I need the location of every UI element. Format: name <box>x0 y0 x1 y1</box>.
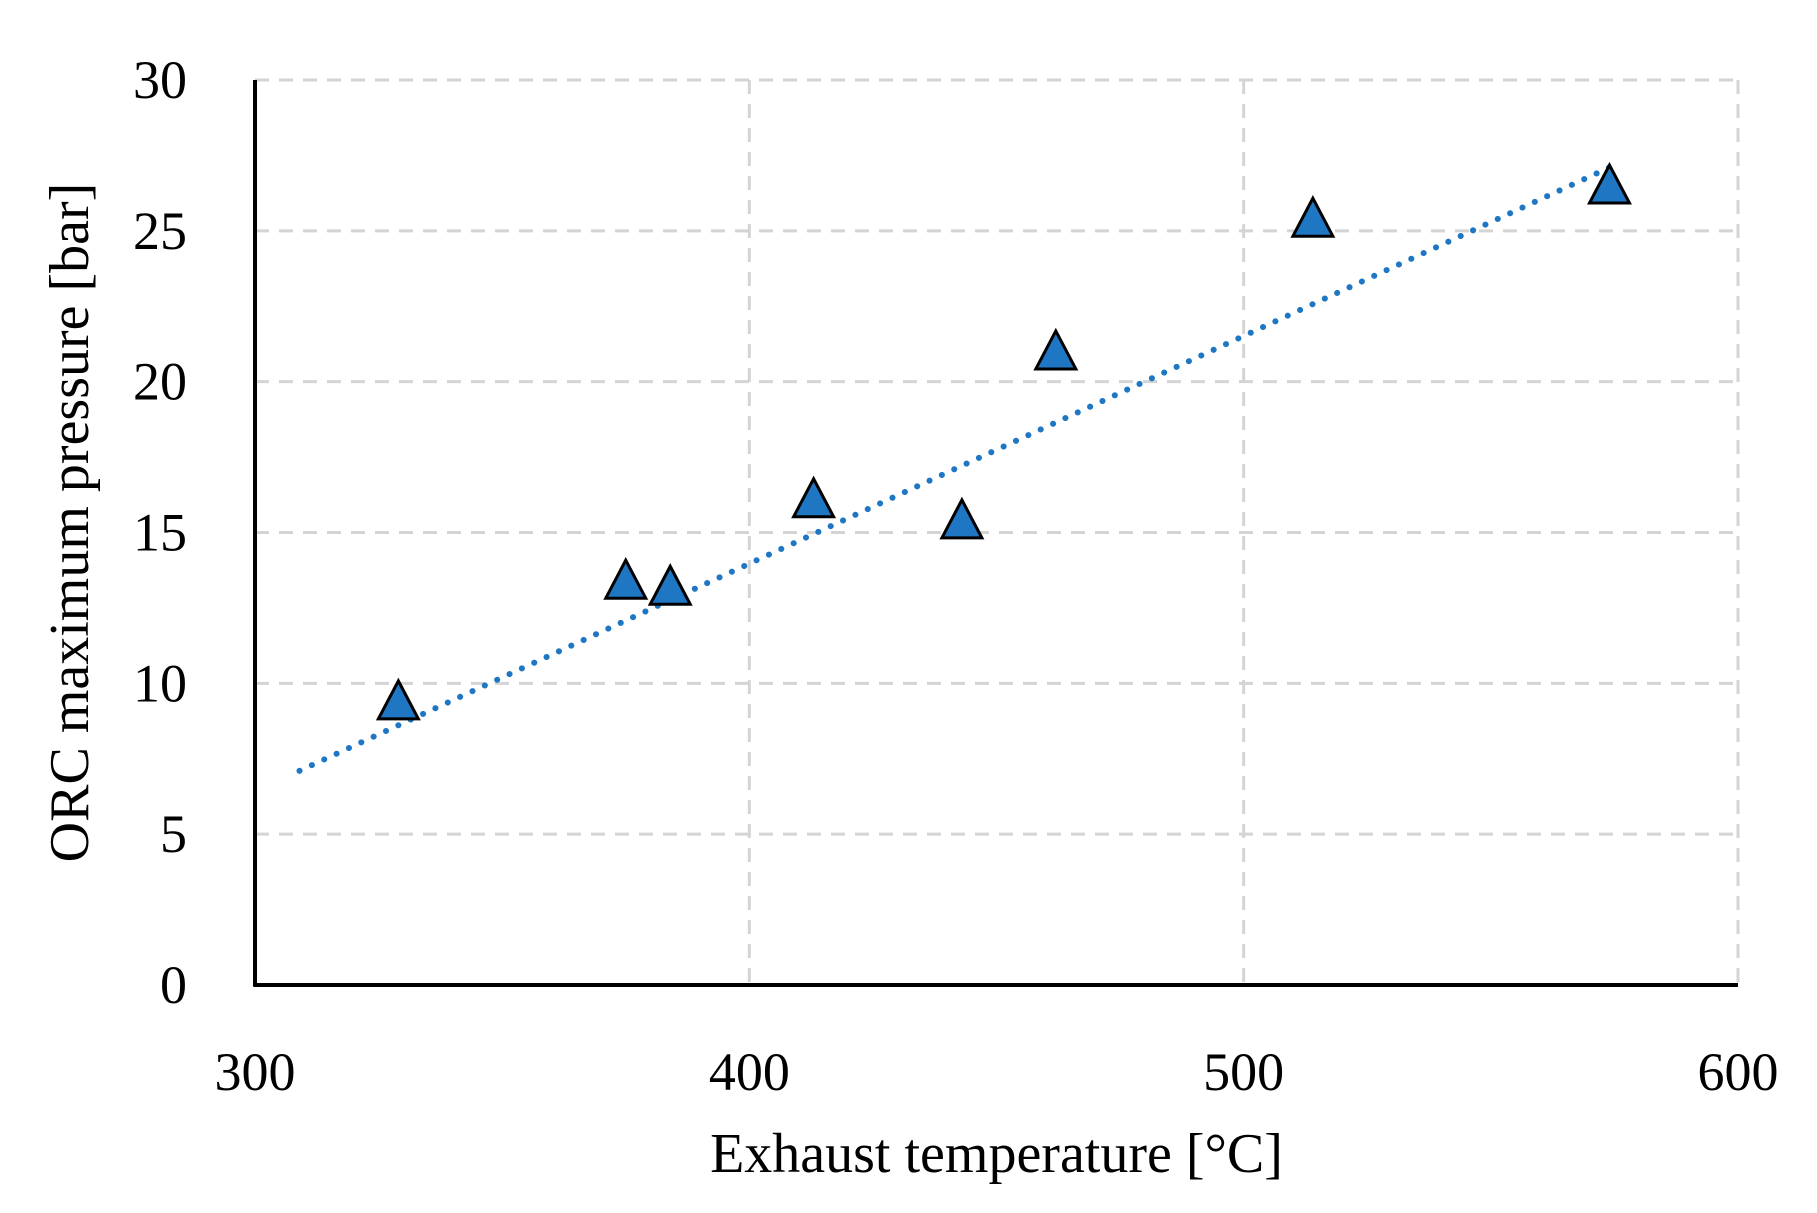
y-tick-label-25: 25 <box>133 201 187 261</box>
x-tick-label-600: 600 <box>1698 1042 1779 1102</box>
y-tick-label-20: 20 <box>133 352 187 412</box>
data-point-5 <box>939 496 985 540</box>
x-tick-label-300: 300 <box>215 1042 296 1102</box>
y-tick-label-10: 10 <box>133 653 187 713</box>
trendline-group <box>296 164 1613 774</box>
data-point-1 <box>375 677 421 721</box>
x-axis-title: Exhaust temperature [°C] <box>710 1123 1283 1185</box>
axes <box>253 80 1738 987</box>
grid-lines <box>255 78 1740 985</box>
data-point-3 <box>647 563 693 606</box>
data-point-8 <box>1586 161 1632 205</box>
data-point-4 <box>791 475 837 519</box>
y-tick-label-30: 30 <box>133 50 187 110</box>
x-tick-label-500: 500 <box>1203 1042 1284 1102</box>
x-tick-label-400: 400 <box>709 1042 790 1102</box>
y-axis-title: ORC maximum pressure [bar] <box>39 183 101 863</box>
y-tick-label-5: 5 <box>160 804 187 864</box>
trendline <box>296 164 1613 774</box>
data-points <box>375 161 1632 721</box>
y-tick-label-0: 0 <box>160 955 187 1015</box>
data-point-2 <box>603 557 649 600</box>
data-point-6 <box>1033 327 1079 371</box>
data-point-7 <box>1290 195 1336 238</box>
y-tick-label-15: 15 <box>133 503 187 563</box>
tick-labels: 0 5 10 15 20 25 30 300 400 500 600 <box>133 50 1779 1102</box>
